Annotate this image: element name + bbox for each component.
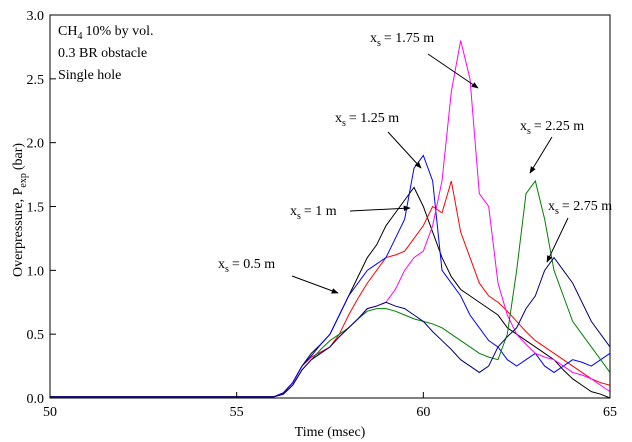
annotation-main: x — [520, 119, 527, 134]
y-tick-label: 3.0 — [27, 9, 45, 24]
annotation-arrow — [427, 53, 479, 89]
annotation-main: x — [370, 31, 377, 46]
annotation-sub: s — [297, 211, 301, 222]
annotation-sub: s — [225, 264, 229, 275]
y-axis-label: Overpressure, Pexp (bar) — [11, 143, 29, 277]
annotation: xs = 2.25 m — [520, 119, 584, 137]
annotation-rest: = 2.25 m — [534, 119, 584, 134]
annotation-arrow — [546, 217, 569, 263]
annotation: xs = 1.25 m — [335, 111, 399, 129]
annotation-main: x — [548, 199, 555, 214]
annotation: xs = 0.5 m — [218, 257, 275, 275]
x-tick-label: 50 — [43, 405, 57, 420]
data-line — [50, 256, 611, 398]
info-text-main: CH — [58, 24, 77, 39]
annotation-main: x — [335, 111, 342, 126]
annotation-main: x — [290, 204, 297, 219]
info-text-sub: 4 — [77, 31, 82, 42]
annotation-rest: = 1.25 m — [349, 111, 399, 126]
info-text: CH4 10% by vol. — [58, 24, 154, 42]
y-tick-label: 2.5 — [27, 73, 45, 88]
annotation-rest: = 1 m — [304, 204, 337, 219]
y-axis-label-rest: (bar) — [11, 143, 26, 171]
info-text: Single hole — [58, 68, 121, 83]
annotation: xs = 1 m — [290, 204, 337, 222]
annotation-sub: s — [555, 206, 559, 217]
annotation-rest: = 0.5 m — [232, 257, 275, 272]
data-line — [50, 154, 611, 398]
x-axis-label: Time (msec) — [295, 425, 366, 440]
info-text: 0.3 BR obstacle — [58, 46, 147, 61]
y-axis-label-main: Overpressure, P — [11, 187, 26, 277]
info-text-main: Single hole — [58, 68, 121, 83]
annotation-sub: s — [342, 118, 346, 129]
y-tick-label: 1.5 — [27, 201, 45, 216]
y-tick-label: 0.0 — [27, 392, 45, 407]
annotation: xs = 2.75 m — [548, 199, 612, 217]
annotation-rest: = 1.75 m — [384, 31, 434, 46]
y-tick-label: 2.0 — [27, 137, 45, 152]
annotation-arrow — [291, 275, 339, 294]
x-tick-label: 55 — [230, 405, 244, 420]
annotation-main: x — [218, 257, 225, 272]
annotation-sub: s — [377, 38, 381, 49]
annotation-arrow — [387, 131, 422, 169]
annotation: xs = 1.75 m — [370, 31, 434, 49]
y-axis-label-sub: exp — [18, 173, 29, 187]
annotation-arrow — [349, 205, 411, 212]
info-text-rest: 10% by vol. — [85, 24, 153, 39]
annotation-sub: s — [527, 126, 531, 137]
y-tick-label: 0.5 — [27, 328, 45, 343]
info-text-main: 0.3 BR obstacle — [58, 46, 147, 61]
y-tick-label: 1.0 — [27, 264, 45, 279]
annotation-rest: = 2.75 m — [562, 199, 612, 214]
x-tick-label: 65 — [603, 405, 617, 420]
annotation-arrow — [529, 136, 553, 174]
x-tick-label: 60 — [416, 405, 430, 420]
